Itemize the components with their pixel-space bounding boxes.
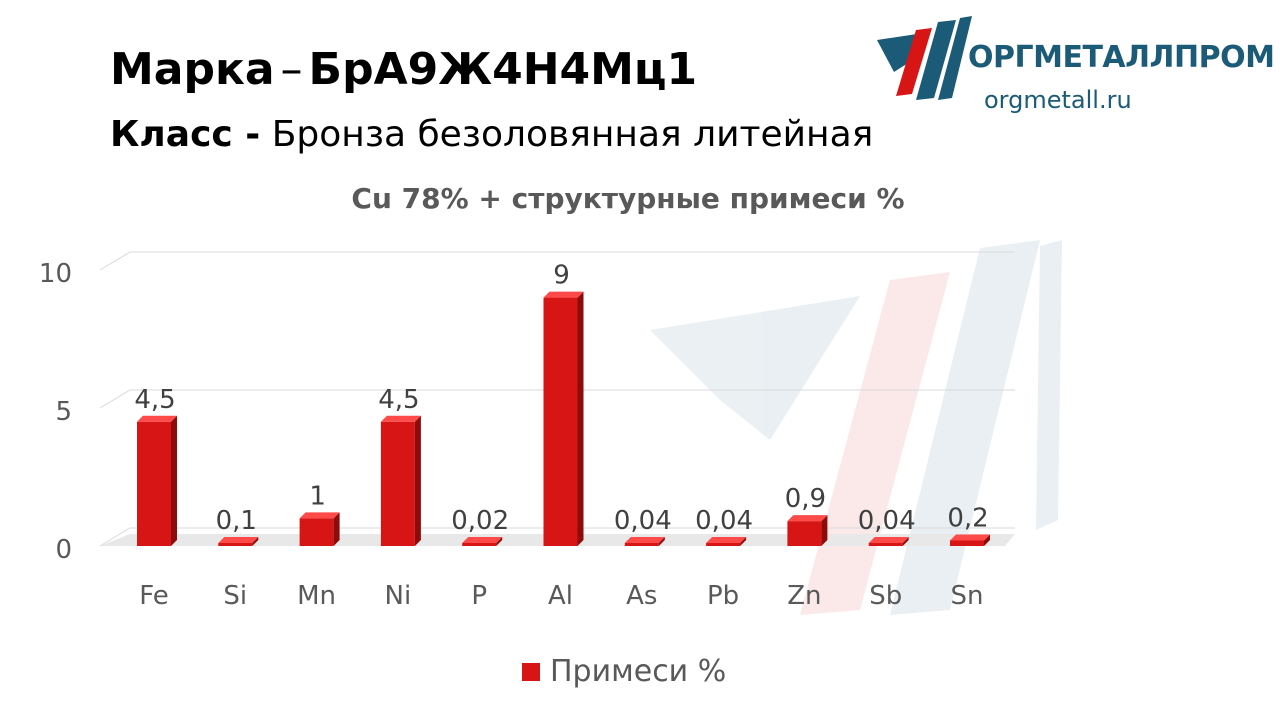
bar-front: [380, 421, 415, 546]
data-label: 4,5: [134, 385, 175, 415]
bar-mn: [299, 512, 340, 546]
bar-side: [902, 537, 909, 546]
legend-swatch: [522, 662, 540, 681]
bar-side: [333, 512, 340, 546]
bar-front: [624, 543, 659, 546]
x-tick-label: Zn: [787, 581, 821, 611]
x-tick-label: Sn: [951, 581, 984, 611]
x-tick-label: Mn: [297, 581, 336, 611]
bar-sb: [868, 537, 909, 546]
bar-top: [137, 415, 177, 422]
class-label: Класс -: [110, 114, 261, 155]
bar-top: [462, 537, 503, 543]
bar-front: [299, 518, 334, 546]
x-tick-label: Fe: [139, 581, 169, 611]
bar-top: [868, 537, 909, 543]
logo-emblem-icon: [877, 16, 972, 100]
bar-ni: [380, 415, 421, 546]
bar-top: [950, 534, 990, 541]
bar-front: [137, 421, 171, 546]
bar-p: [462, 537, 503, 546]
bar-top: [380, 415, 421, 422]
bar-side: [740, 537, 747, 546]
bar-front: [218, 543, 253, 546]
x-tick-label: Si: [223, 581, 247, 611]
orgmetallprom-logo: ОРГМЕТАЛЛПРОМ orgmetall.ru: [872, 14, 1275, 124]
chart-title: Cu 78% + структурные примеси %: [351, 182, 905, 215]
bar-front: [787, 521, 822, 546]
x-tick-label: P: [471, 581, 487, 611]
bar-front: [950, 540, 984, 546]
x-tick-label: Al: [548, 581, 573, 611]
x-tick-label: Sb: [869, 581, 902, 611]
bar-top: [218, 537, 259, 543]
grade-label: Марка: [110, 44, 275, 95]
data-label: 4,5: [378, 385, 419, 415]
data-label: 9: [553, 261, 570, 291]
watermark-logo-icon: [650, 240, 1062, 615]
grade-separator: –: [280, 44, 303, 95]
bar-top: [706, 537, 747, 543]
data-label: 0,02: [451, 506, 509, 536]
gridline-diag: [99, 389, 131, 409]
bar-side: [414, 415, 421, 546]
data-label: 1: [309, 481, 326, 511]
data-label: 0,04: [858, 506, 916, 536]
bar-top: [787, 515, 828, 522]
bar-al: [543, 291, 584, 546]
bar-si: [218, 537, 259, 546]
data-label: 0,2: [947, 503, 988, 533]
data-label: 0,1: [216, 506, 257, 536]
bar-side: [984, 534, 990, 546]
chart-legend: Примеси %: [522, 654, 726, 689]
class-value: Бронза безоловянная литейная: [271, 114, 874, 155]
bar-side: [171, 415, 177, 546]
bar-front: [706, 543, 741, 546]
bar-zn: [787, 515, 828, 546]
x-tick-label: As: [626, 581, 657, 611]
bar-side: [252, 537, 259, 546]
data-label: 0,04: [614, 506, 672, 536]
bar-sn: [950, 534, 990, 546]
bar-front: [462, 543, 497, 546]
data-label: 0,04: [695, 506, 753, 536]
gridline-diag: [99, 251, 131, 271]
gridline-diag: [99, 527, 131, 547]
legend-series-name: Примеси %: [550, 654, 727, 689]
x-tick-label: Pb: [707, 581, 739, 611]
bar-top: [624, 537, 665, 543]
y-tick-label: 10: [39, 259, 72, 289]
y-tick-label: 5: [55, 397, 72, 427]
data-label: 0,9: [785, 484, 826, 514]
grade-value: БрА9Ж4Н4Мц1: [308, 44, 698, 95]
bar-as: [624, 537, 665, 546]
bar-top: [299, 512, 340, 519]
bar-top: [543, 291, 584, 298]
bar-front: [868, 543, 903, 546]
bar-side: [658, 537, 665, 546]
y-tick-label: 0: [55, 535, 72, 565]
class-title: Класс - Бронза безоловянная литейная: [110, 114, 873, 155]
logo-name: ОРГМЕТАЛЛПРОМ: [968, 40, 1275, 75]
logo-url: orgmetall.ru: [984, 86, 1132, 114]
bar-side: [577, 291, 584, 546]
bar-pb: [706, 537, 747, 546]
bar-side: [496, 537, 503, 546]
bar-front: [543, 297, 578, 546]
grade-title: Марка – БрА9Ж4Н4Мц1: [110, 44, 697, 95]
bar-side: [821, 515, 828, 546]
x-tick-label: Ni: [385, 581, 412, 611]
bar-fe: [137, 415, 177, 546]
